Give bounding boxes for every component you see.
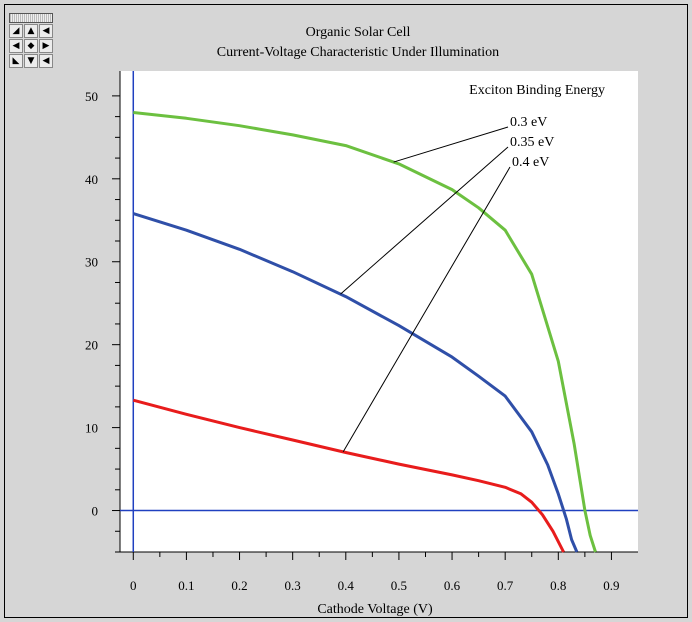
series-line-2 bbox=[132, 212, 579, 553]
y-tick-label: 10 bbox=[85, 421, 98, 436]
pan-up-icon[interactable]: ▲ bbox=[24, 24, 38, 38]
y-tick-label: 20 bbox=[85, 338, 98, 353]
series-lines bbox=[132, 111, 597, 553]
center-icon[interactable]: ◆ bbox=[24, 39, 38, 53]
chart-subtitle: Current-Voltage Characteristic Under Ill… bbox=[217, 45, 499, 60]
series-line-1 bbox=[133, 111, 597, 553]
x-tick-label: 0 bbox=[130, 578, 137, 593]
series-label: 0.3 eV bbox=[510, 115, 547, 130]
x-tick-label: 0.6 bbox=[444, 578, 461, 593]
reference-lines bbox=[120, 71, 638, 552]
x-tick-label: 0.4 bbox=[338, 578, 355, 593]
legend-title: Exciton Binding Energy bbox=[469, 83, 605, 98]
series-label: 0.4 eV bbox=[512, 155, 549, 170]
x-tick-label: 0.2 bbox=[231, 578, 247, 593]
pan-down-left-icon[interactable]: ◀ bbox=[39, 54, 53, 68]
pan-down-icon[interactable]: ▼ bbox=[24, 54, 38, 68]
series-label: 0.35 eV bbox=[510, 135, 554, 150]
x-tick-label: 0.1 bbox=[178, 578, 194, 593]
axis-ticks bbox=[112, 71, 638, 560]
pan-zoom-control[interactable]: ◢ ▲ ◀ ◀ ◆ ▶ ◣ ▼ ◀ bbox=[9, 13, 53, 68]
x-tick-label: 0.3 bbox=[285, 578, 301, 593]
pan-left-icon[interactable]: ◀ bbox=[9, 39, 23, 53]
pan-down-right-icon[interactable]: ◢ bbox=[9, 24, 23, 38]
label-pointer-line bbox=[393, 126, 509, 163]
y-tick-label: 30 bbox=[85, 255, 98, 270]
label-pointer-line bbox=[340, 146, 509, 295]
x-tick-label: 0.9 bbox=[603, 578, 619, 593]
label-pointer-line bbox=[342, 166, 511, 453]
plot-area bbox=[120, 71, 638, 552]
x-tick-label: 0.5 bbox=[391, 578, 407, 593]
pan-button-grid: ◢ ▲ ◀ ◀ ◆ ▶ ◣ ▼ ◀ bbox=[9, 24, 53, 68]
x-axis-label: Cathode Voltage (V) bbox=[317, 602, 433, 617]
y-tick-label: 0 bbox=[92, 504, 99, 519]
pan-up-right-icon[interactable]: ◣ bbox=[9, 54, 23, 68]
y-tick-label: 50 bbox=[85, 89, 98, 104]
chart-title: Organic Solar Cell bbox=[306, 25, 411, 40]
x-tick-label: 0.7 bbox=[497, 578, 514, 593]
label-pointers bbox=[340, 126, 511, 453]
drag-handle[interactable] bbox=[9, 13, 53, 23]
series-line-3 bbox=[132, 398, 565, 553]
pan-right-icon[interactable]: ▶ bbox=[39, 39, 53, 53]
y-tick-label: 40 bbox=[85, 172, 98, 187]
x-tick-label: 0.8 bbox=[550, 578, 566, 593]
tick-labels: 0 0.1 0.2 0.3 0.4 0.5 0.6 0.7 0.8 0.9 0 10 20 30 40 50 bbox=[85, 89, 620, 593]
pan-left-up-icon[interactable]: ◀ bbox=[39, 24, 53, 38]
series-labels: 0.3 eV 0.35 eV 0.4 eV bbox=[510, 115, 554, 170]
